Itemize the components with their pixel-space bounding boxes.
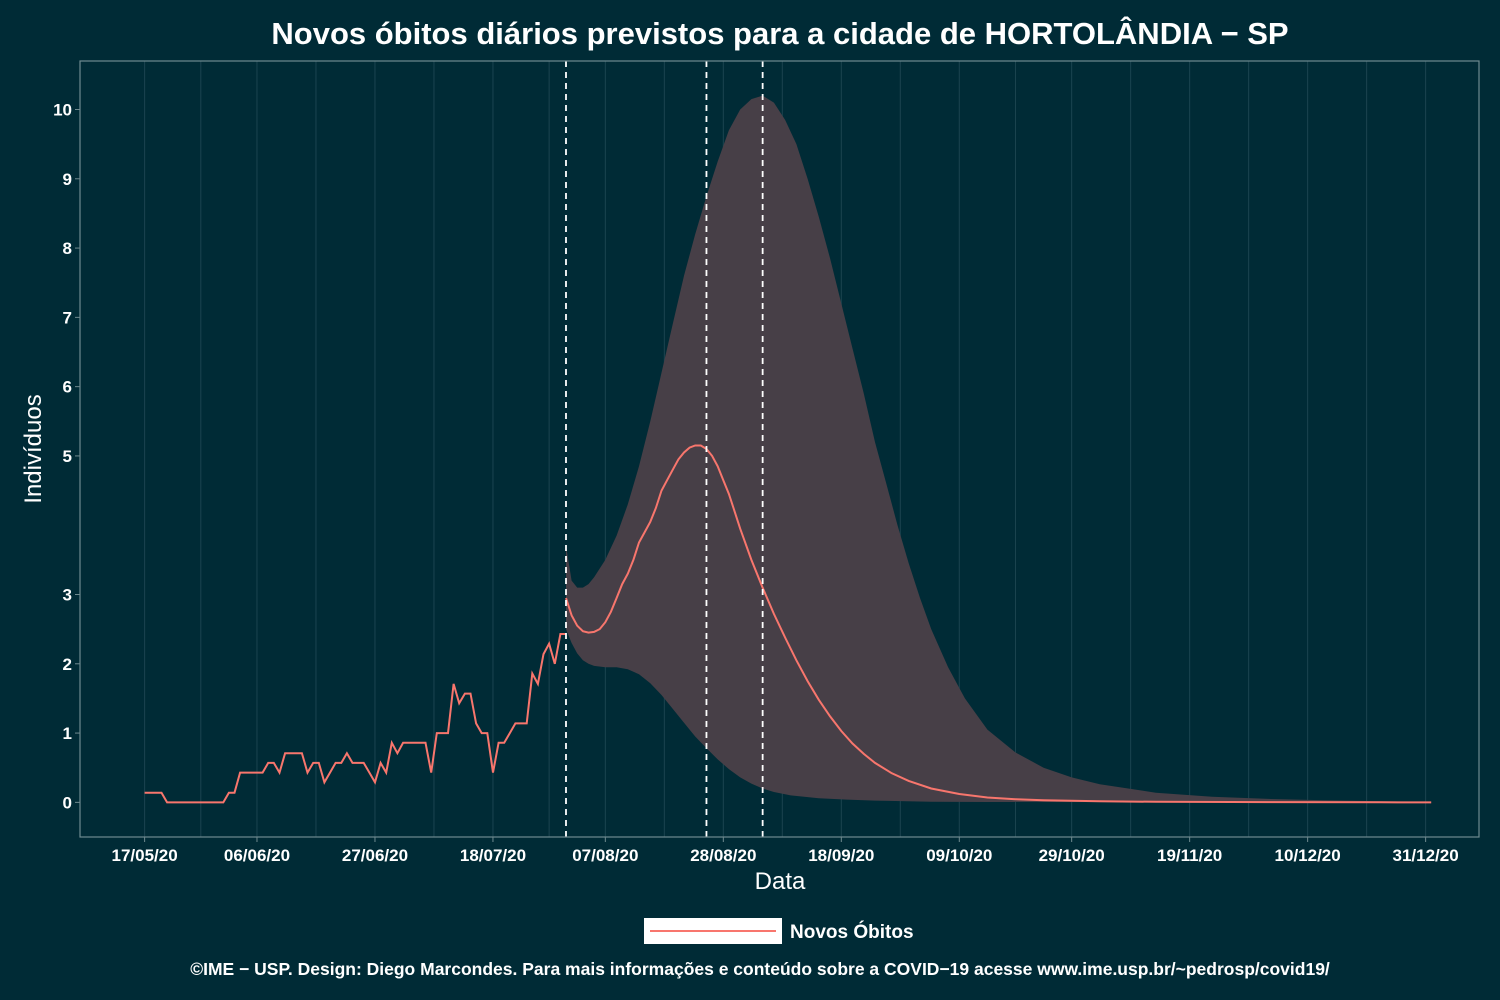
confidence-band [566,95,1432,803]
panel-border [79,60,1480,838]
y-axis-title: Indivíduos [20,394,47,503]
x-tick-label: 19/11/20 [1157,846,1222,865]
y-tick-label: 9 [63,170,72,189]
x-tick-label: 29/10/20 [1039,846,1105,865]
x-tick-label: 31/12/20 [1393,846,1459,865]
y-tick-label: 1 [63,724,72,743]
x-tick-label: 06/06/20 [224,846,290,865]
x-tick-label: 07/08/20 [572,846,638,865]
x-axis-title: Data [755,868,806,895]
x-tick-label: 10/12/20 [1275,846,1341,865]
y-tick-label: 2 [63,655,72,674]
x-tick-label: 18/09/20 [808,846,874,865]
x-tick-label: 28/08/20 [690,846,756,865]
x-tick-label: 09/10/20 [926,846,992,865]
legend: Novos Óbitos [644,918,914,944]
chart-title: Novos óbitos diários previstos para a ci… [271,15,1288,51]
y-tick-label: 3 [63,586,72,605]
x-axis-ticks: 17/05/20 06/06/20 27/06/20 18/07/20 07/08/20… [112,837,1459,865]
x-tick-label: 17/05/20 [112,846,178,865]
y-tick-label: 7 [63,308,72,327]
y-tick-label: 6 [63,378,72,397]
vertical-dashed-lines [565,61,764,837]
x-tick-label: 18/07/20 [460,846,526,865]
y-tick-label: 0 [63,793,72,812]
y-tick-label: 10 [53,101,72,120]
x-tick-label: 27/06/20 [342,846,408,865]
caption: ©IME − USP. Design: Diego Marcondes. Par… [190,959,1330,979]
predicted-line [565,444,1432,804]
y-axis-ticks: 0 1 2 3 5 6 7 8 9 10 [53,101,80,812]
legend-label: Novos Óbitos [790,921,914,943]
observed-line [144,633,566,804]
y-tick-label: 8 [63,239,72,258]
y-tick-label: 5 [63,447,72,466]
